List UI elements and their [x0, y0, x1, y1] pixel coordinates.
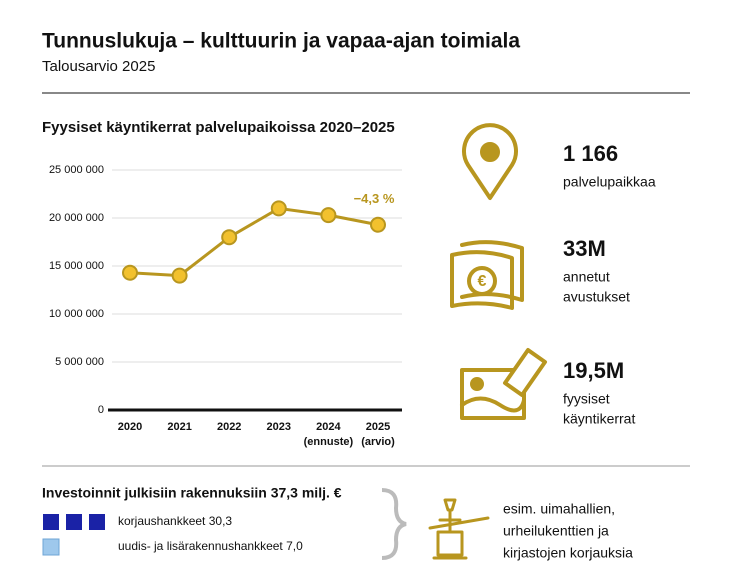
investment-title: Investoinnit julkisiin rakennuksiin 37,3…	[42, 485, 342, 501]
x-tick-label: 2023	[267, 421, 291, 433]
chart-title: Fyysiset käyntikerrat palvelupaikoissa 2…	[42, 119, 395, 136]
point	[270, 200, 287, 217]
y-tick-label: 25 000 000	[49, 164, 104, 176]
x-tick-note: (arvio)	[361, 436, 395, 448]
x-tick-note: (ennuste)	[304, 436, 354, 448]
line	[129, 206, 379, 278]
page-title: Tunnuslukuja – kulttuurin ja vapaa-ajan …	[42, 30, 520, 53]
legend-square	[42, 538, 60, 556]
x-tick-label: 2022	[217, 421, 241, 433]
investment-note: esim. uimahallien,	[503, 501, 615, 517]
y-tick-label: 20 000 000	[49, 212, 104, 224]
y-tick-label: 5 000 000	[55, 356, 104, 368]
stat-label: avustukset	[563, 289, 630, 305]
pin-icon	[462, 123, 518, 200]
stat-label: käyntikerrat	[563, 411, 635, 427]
y-tick-label: 0	[98, 404, 104, 416]
stat-value: 1 166	[563, 141, 618, 166]
x-tick-label: 2025	[366, 421, 390, 433]
legend-square	[89, 514, 105, 530]
investment-note: kirjastojen korjauksia	[503, 545, 633, 561]
brace	[381, 488, 407, 560]
y-tick-label: 10 000 000	[49, 308, 104, 320]
investment-item: uudis- ja lisärakennushankkeet 7,0	[118, 539, 303, 553]
legend-square	[43, 514, 59, 530]
y-tick-label: 15 000 000	[49, 260, 104, 272]
point	[221, 229, 238, 246]
page-subtitle: Talousarvio 2025	[42, 58, 155, 75]
x-tick-label: 2021	[167, 421, 191, 433]
point	[370, 216, 386, 233]
point	[122, 264, 138, 281]
point	[320, 207, 337, 224]
stat-label: palvelupaikkaa	[563, 174, 656, 190]
svg-text:€: €	[478, 273, 487, 290]
stat-label: fyysiset	[563, 391, 610, 407]
x-tick-label: 2024	[316, 421, 341, 433]
photo-ticket-icon	[460, 348, 547, 420]
point	[171, 267, 188, 284]
stat-value: 33M	[563, 236, 606, 261]
investment-item: korjaushankkeet 30,3	[118, 514, 232, 528]
crane-icon	[428, 498, 490, 560]
stat-label: annetut	[563, 269, 610, 285]
investment-note: urheilukenttien ja	[503, 523, 609, 539]
x-tick-label: 2020	[118, 421, 142, 433]
annotation: −4,3 %	[354, 191, 395, 206]
stat-value: 19,5M	[563, 358, 624, 383]
legend-square	[66, 514, 82, 530]
money-icon: €	[450, 240, 524, 310]
